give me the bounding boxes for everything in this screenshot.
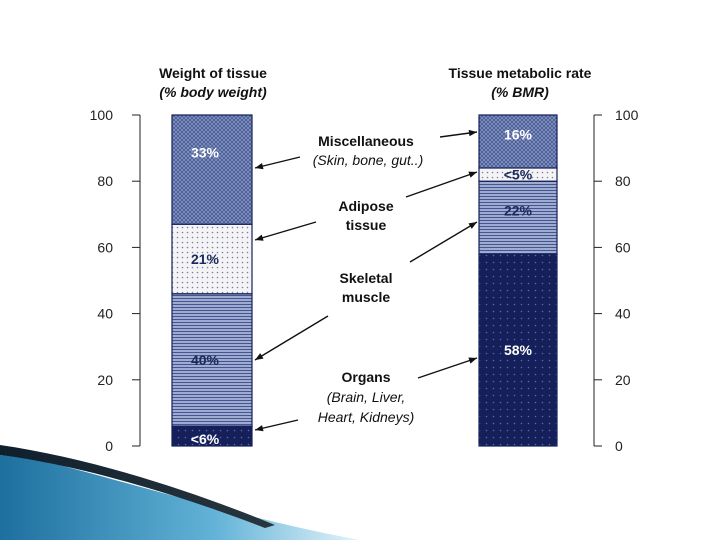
- label-adipose-title: Adipose: [338, 198, 393, 214]
- right-tick-label: 40: [615, 306, 631, 322]
- arrow-adipose-left: [254, 221, 317, 241]
- right-y-axis: 0 20 40 60 80 100: [593, 107, 639, 454]
- right-tick-label: 60: [615, 239, 631, 255]
- data-label-misc: 33%: [191, 145, 220, 161]
- arrow-organs-right: [417, 357, 478, 379]
- left-tick-label: 20: [97, 372, 113, 388]
- label-organs-title: Organs: [341, 369, 390, 385]
- arrow-skeletal-right: [409, 221, 478, 263]
- data-label-organs: 58%: [504, 342, 533, 358]
- arrow-adipose-right: [405, 171, 478, 198]
- slide-swoosh-decoration: [0, 445, 360, 540]
- arrow-misc-right-head: [468, 129, 477, 137]
- arrow-adipose-left-shaft: [254, 221, 317, 241]
- col-title-metabolic-line2: (% BMR): [491, 84, 549, 100]
- right-tick-label: 0: [615, 438, 623, 454]
- arrow-adipose-right-head: [468, 171, 477, 178]
- label-skeletal-title: Skeletal: [340, 270, 393, 286]
- data-label-adipose: <5%: [504, 167, 533, 183]
- data-label-adipose: 21%: [191, 251, 220, 267]
- arrow-organs-right-head: [468, 357, 477, 364]
- left-tick-label: 100: [90, 107, 114, 123]
- arrow-misc-left-head: [255, 162, 264, 170]
- arrow-skeletal-left: [254, 315, 329, 361]
- left-tick-label: 0: [105, 438, 113, 454]
- arrow-organs-right-shaft: [417, 357, 478, 379]
- bar-metabolic-rate: 58% 22% <5% 16%: [478, 114, 558, 447]
- bar-segment-misc: [171, 114, 253, 225]
- label-misc-title: Miscellaneous: [318, 133, 414, 149]
- label-adipose-title2: tissue: [346, 217, 387, 233]
- bar-segment-misc: [478, 114, 558, 169]
- arrow-skeletal-right-shaft: [409, 221, 478, 263]
- category-labels: Miscellaneous (Skin, bone, gut..) Adipos…: [313, 133, 424, 425]
- left-tick-label: 60: [97, 239, 113, 255]
- arrow-organs-left-head: [255, 425, 264, 432]
- left-y-axis: 0 20 40 60 80 100: [90, 107, 141, 454]
- pointer-arrows: [254, 129, 478, 432]
- arrow-misc-right: [439, 129, 478, 138]
- right-tick-label: 20: [615, 372, 631, 388]
- label-organs-sub: (Brain, Liver,: [327, 389, 406, 405]
- col-title-weight-line1: Weight of tissue: [159, 65, 267, 81]
- label-skeletal-title2: muscle: [342, 289, 390, 305]
- col-title-weight-line2: (% body weight): [159, 84, 267, 100]
- arrow-skeletal-left-shaft: [254, 315, 329, 361]
- arrow-misc-left: [254, 156, 301, 170]
- col-title-metabolic-line1: Tissue metabolic rate: [449, 65, 592, 81]
- bar-segment-adipose: [171, 223, 253, 295]
- bar-segment-skeletal: [171, 293, 253, 427]
- label-organs-sub2: Heart, Kidneys): [318, 409, 414, 425]
- data-label-organs: <6%: [191, 431, 220, 447]
- label-misc-sub: (Skin, bone, gut..): [313, 152, 424, 168]
- arrow-skeletal-left-head: [255, 353, 264, 360]
- left-tick-label: 80: [97, 173, 113, 189]
- data-label-skeletal: 40%: [191, 352, 220, 368]
- arrow-adipose-right-shaft: [405, 171, 478, 198]
- arrow-adipose-left-head: [255, 234, 264, 241]
- data-label-skeletal: 22%: [504, 203, 533, 219]
- right-tick-label: 80: [615, 173, 631, 189]
- data-label-misc: 16%: [504, 126, 533, 142]
- arrow-organs-left: [254, 419, 299, 432]
- bar-segment-skeletal: [478, 180, 558, 255]
- bar-weight-of-tissue: <6% 40% 21% 33%: [171, 114, 253, 447]
- left-tick-label: 40: [97, 306, 113, 322]
- arrow-skeletal-right-head: [468, 222, 477, 229]
- right-tick-label: 100: [615, 107, 639, 123]
- bar-segment-organs: [478, 253, 558, 447]
